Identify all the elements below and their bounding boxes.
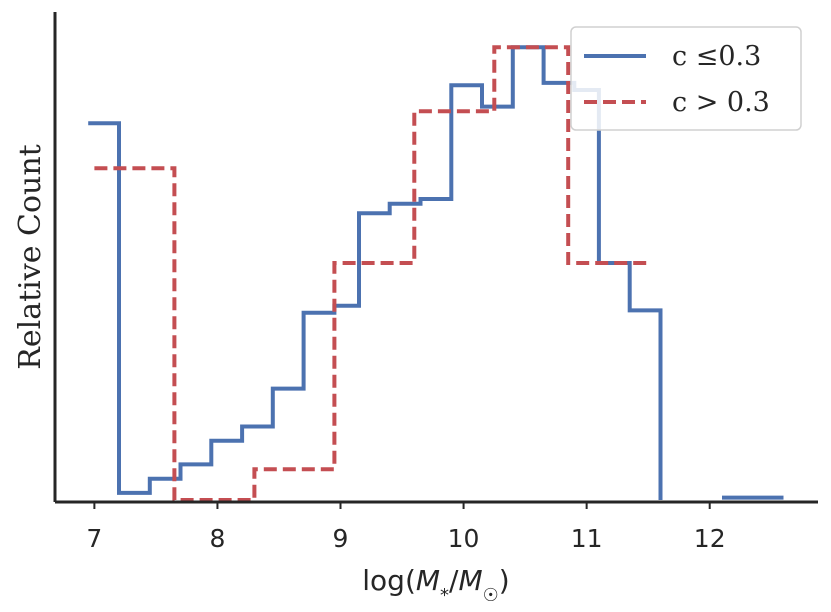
x-tick-label: 9 — [333, 524, 349, 553]
x-tick-label: 10 — [448, 524, 480, 553]
legend: c ≤0.3 c > 0.3 — [570, 26, 802, 131]
legend-box — [570, 26, 802, 131]
y-axis-label: Relative Count — [13, 144, 48, 369]
x-tick-label: 11 — [571, 524, 603, 553]
x-ticks: 7 8 9 10 11 12 — [86, 502, 726, 553]
x-tick-label: 12 — [694, 524, 726, 553]
x-axis-label: log(M*/M☉) — [362, 564, 509, 606]
legend-label-c-gt-0.3: c > 0.3 — [672, 87, 770, 118]
x-tick-label: 7 — [86, 524, 102, 553]
x-tick-label: 8 — [209, 524, 225, 553]
series-line-1 — [94, 45, 649, 502]
legend-label-c-le-0.3: c ≤0.3 — [672, 41, 761, 72]
